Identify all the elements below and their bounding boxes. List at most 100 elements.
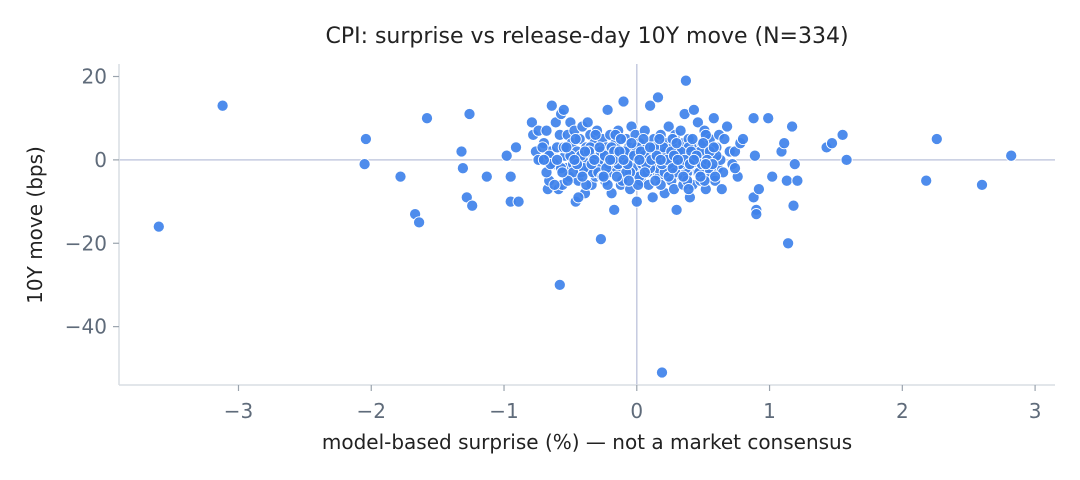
data-point — [836, 128, 849, 141]
data-point — [748, 149, 761, 162]
data-point — [463, 107, 476, 121]
data-point — [975, 178, 989, 191]
data-point — [697, 137, 710, 150]
data-point — [718, 132, 731, 146]
data-point — [536, 141, 549, 154]
data-point — [766, 170, 779, 183]
data-point — [617, 153, 630, 166]
x-tick-label: −2 — [357, 399, 386, 423]
y-tick-label: −20 — [65, 231, 107, 255]
data-point — [152, 220, 165, 233]
x-axis-ticks: −3 −2 −1 0 1 2 3 — [224, 385, 1042, 423]
data-point — [537, 153, 550, 166]
data-point — [670, 137, 683, 150]
x-tick-label: 2 — [896, 399, 909, 423]
data-point — [654, 153, 667, 166]
data-point — [617, 95, 630, 108]
data-point — [782, 237, 795, 250]
data-point — [553, 278, 566, 291]
data-point — [572, 191, 585, 204]
data-point — [736, 132, 750, 146]
data-point — [568, 153, 581, 166]
data-point — [707, 112, 720, 125]
data-point — [216, 99, 229, 112]
data-point — [622, 174, 635, 187]
data-point — [548, 178, 561, 191]
data-point — [679, 74, 692, 87]
data-point — [637, 132, 650, 146]
data-point — [509, 141, 523, 154]
y-axis-ticks: −40 −20 0 20 — [65, 65, 119, 339]
data-point — [551, 153, 564, 166]
data-point — [455, 145, 468, 158]
x-tick-label: 1 — [763, 399, 776, 423]
data-point — [791, 174, 804, 187]
data-point — [762, 112, 775, 125]
data-point — [625, 137, 638, 150]
data-point — [597, 170, 610, 183]
data-point — [646, 191, 659, 204]
data-point — [525, 116, 538, 129]
reference-lines — [119, 64, 1055, 385]
data-point — [588, 153, 601, 166]
x-tick-label: 3 — [1029, 399, 1042, 423]
data-point — [715, 183, 728, 196]
data-point — [691, 116, 704, 129]
data-point — [787, 199, 800, 212]
data-point — [480, 170, 493, 183]
x-tick-label: −3 — [224, 399, 253, 423]
data-point — [644, 99, 657, 112]
data-point — [655, 366, 669, 379]
data-point — [674, 124, 687, 137]
data-point — [589, 128, 602, 141]
data-point — [694, 170, 707, 183]
data-point — [614, 132, 627, 146]
data-point — [601, 103, 614, 116]
data-point — [687, 103, 700, 116]
data-point — [728, 162, 742, 175]
data-point — [930, 132, 943, 146]
y-axis-label: 10Y move (bps) — [23, 146, 47, 304]
data-points — [152, 74, 1018, 379]
data-point — [709, 170, 722, 183]
data-point — [512, 195, 525, 208]
data-point — [358, 158, 371, 171]
data-point — [594, 233, 607, 246]
data-point — [456, 162, 469, 175]
data-point — [752, 183, 765, 196]
data-point — [677, 170, 690, 183]
data-point — [359, 132, 372, 146]
x-axis-label: model-based surprise (%) — not a market … — [322, 430, 852, 454]
data-point — [920, 174, 933, 187]
y-tick-label: 0 — [94, 148, 107, 172]
data-point — [687, 153, 700, 166]
data-point — [721, 120, 734, 133]
data-point — [644, 141, 657, 154]
data-point — [581, 116, 594, 129]
data-point — [638, 166, 651, 179]
data-point — [686, 132, 699, 146]
data-point — [750, 208, 763, 221]
data-point — [576, 170, 589, 183]
data-point — [699, 158, 712, 171]
data-point — [420, 112, 434, 125]
x-tick-label: −1 — [489, 399, 518, 423]
data-point — [604, 153, 617, 166]
data-point — [630, 195, 643, 208]
data-point — [682, 183, 695, 196]
data-point — [780, 174, 793, 187]
data-point — [662, 120, 675, 133]
y-tick-label: 20 — [82, 65, 107, 89]
data-point — [557, 103, 570, 116]
data-point — [649, 174, 662, 187]
data-point — [651, 91, 665, 104]
data-point — [556, 166, 569, 179]
data-point — [560, 141, 573, 154]
data-point — [1005, 149, 1018, 162]
chart-title: CPI: surprise vs release-day 10Y move (N… — [325, 24, 848, 49]
x-tick-label: 0 — [630, 399, 643, 423]
data-point — [610, 170, 623, 183]
data-point — [671, 153, 684, 166]
data-point — [569, 132, 582, 146]
